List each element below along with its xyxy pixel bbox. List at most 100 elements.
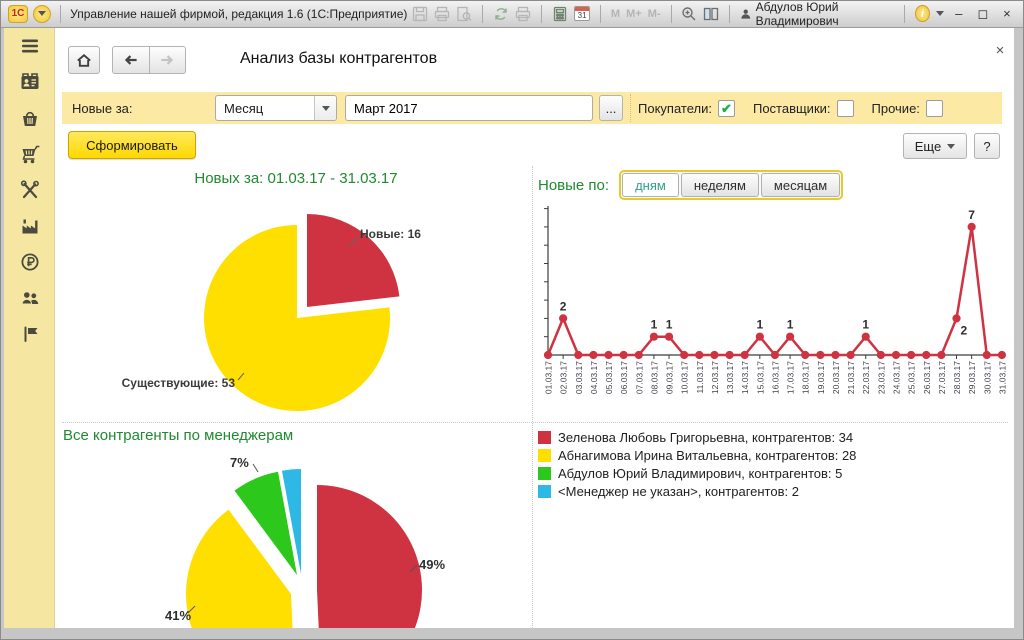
divider <box>729 4 731 23</box>
send-icon[interactable] <box>493 5 509 23</box>
pie-slice[interactable] <box>281 469 301 574</box>
data-point[interactable] <box>664 332 674 341</box>
period-value-input[interactable] <box>345 95 593 121</box>
pie-slice[interactable] <box>186 509 296 628</box>
chart-label: 14.03.17 <box>740 361 750 394</box>
data-point[interactable] <box>559 314 568 323</box>
data-point[interactable] <box>589 350 598 360</box>
chevron-down-icon[interactable] <box>935 11 944 16</box>
data-point[interactable] <box>997 350 1006 360</box>
chart-label: 1 <box>862 318 869 332</box>
help-button[interactable]: ? <box>974 133 1000 159</box>
data-point[interactable] <box>680 350 689 360</box>
main-menu-button[interactable] <box>33 4 52 23</box>
form-close-button[interactable]: × <box>995 42 1005 59</box>
data-point[interactable] <box>891 350 901 360</box>
tab-месяцам[interactable]: месяцам <box>760 173 841 197</box>
memory-minus-button[interactable]: M- <box>647 7 661 20</box>
maximize-button[interactable]: ◻ <box>977 5 989 21</box>
minimize-button[interactable]: – <box>955 5 963 21</box>
tab-неделям[interactable]: неделям <box>680 173 759 197</box>
split-view-icon[interactable] <box>703 5 719 23</box>
pie-slice[interactable] <box>204 225 391 411</box>
print-icon[interactable] <box>434 5 450 23</box>
home-button[interactable] <box>68 46 100 74</box>
period-picker-button[interactable]: ... <box>599 95 623 121</box>
checkbox[interactable] <box>925 99 943 117</box>
combo-arrow-button[interactable] <box>314 96 336 120</box>
data-point[interactable] <box>846 350 855 360</box>
divider <box>482 4 484 23</box>
data-point[interactable] <box>861 332 870 341</box>
data-point[interactable] <box>952 314 961 323</box>
data-point[interactable] <box>574 350 583 360</box>
more-button[interactable]: Еще <box>903 133 967 159</box>
data-point[interactable] <box>937 350 946 360</box>
data-point[interactable] <box>604 350 613 360</box>
data-point[interactable] <box>649 332 659 341</box>
sidebar-item-services[interactable] <box>4 172 55 208</box>
chart-label: 24.03.17 <box>891 361 901 394</box>
sidebar-item-purchases[interactable] <box>4 100 55 136</box>
memory-button[interactable]: M <box>610 7 621 20</box>
tab-дням[interactable]: дням <box>622 173 679 197</box>
data-point[interactable] <box>619 350 628 360</box>
chart-label: 28.03.17 <box>952 361 962 394</box>
chart-label: 05.03.17 <box>604 361 614 394</box>
new-counterparties-chart-title: Новых за: 01.03.17 - 31.03.17 <box>194 170 398 187</box>
data-point[interactable] <box>967 222 976 231</box>
people-icon <box>20 292 38 305</box>
checkbox[interactable]: ✔ <box>717 99 735 117</box>
data-point[interactable] <box>801 350 810 360</box>
data-point[interactable] <box>907 350 916 360</box>
data-point[interactable] <box>785 332 795 341</box>
sidebar-item-company[interactable] <box>4 316 55 352</box>
generate-button[interactable]: Сформировать <box>68 131 196 159</box>
legend-color-swatch <box>538 431 551 444</box>
sidebar-item-crm[interactable] <box>4 64 55 100</box>
pie-slice[interactable] <box>317 485 422 628</box>
period-tabs: дням неделям месяцам <box>619 170 844 200</box>
data-point[interactable] <box>831 350 840 360</box>
sidebar-item-money[interactable] <box>4 244 55 280</box>
sidebar-item-production[interactable] <box>4 208 55 244</box>
chart-label: 04.03.17 <box>589 361 599 394</box>
data-point[interactable] <box>922 350 931 360</box>
divider <box>904 4 906 23</box>
data-point[interactable] <box>982 350 991 360</box>
current-user[interactable]: Абдулов Юрий Владимирович <box>740 0 894 28</box>
calculator-icon[interactable] <box>552 5 568 23</box>
data-point[interactable] <box>755 332 764 341</box>
data-point[interactable] <box>725 350 734 360</box>
sidebar-item-menu[interactable] <box>4 28 55 64</box>
data-point[interactable] <box>543 350 553 360</box>
zoom-icon[interactable] <box>681 5 697 23</box>
data-point[interactable] <box>634 350 643 360</box>
sidebar-item-sales[interactable] <box>4 136 55 172</box>
checkbox[interactable] <box>836 99 854 117</box>
data-point[interactable] <box>695 350 704 360</box>
data-point[interactable] <box>816 350 825 360</box>
info-button[interactable]: i <box>915 5 930 22</box>
chart-label: 18.03.17 <box>801 361 811 394</box>
pie-slice[interactable] <box>307 214 400 307</box>
close-button[interactable]: × <box>1003 5 1011 21</box>
data-point[interactable] <box>876 350 885 360</box>
print-preview-icon[interactable] <box>456 5 472 23</box>
sidebar-item-personnel[interactable] <box>4 280 55 316</box>
data-point[interactable] <box>710 350 719 360</box>
window-title: Управление нашей фирмой, редакция 1.6 (1… <box>70 6 408 21</box>
checkbox-item: Покупатели: ✔ <box>638 99 735 117</box>
data-point[interactable] <box>740 350 749 360</box>
basket-icon <box>22 111 37 126</box>
period-type-select[interactable]: Месяц <box>215 95 337 121</box>
data-point[interactable] <box>770 350 780 360</box>
memory-plus-button[interactable]: M+ <box>626 7 642 20</box>
page-title: Анализ базы контрагентов <box>240 50 438 67</box>
save-icon[interactable] <box>412 5 428 23</box>
back-button[interactable] <box>112 46 150 74</box>
calendar-icon[interactable]: 31 <box>574 5 591 23</box>
pie-slice[interactable] <box>234 471 297 575</box>
forward-button[interactable] <box>149 46 186 74</box>
quick-print-icon[interactable] <box>515 5 531 23</box>
